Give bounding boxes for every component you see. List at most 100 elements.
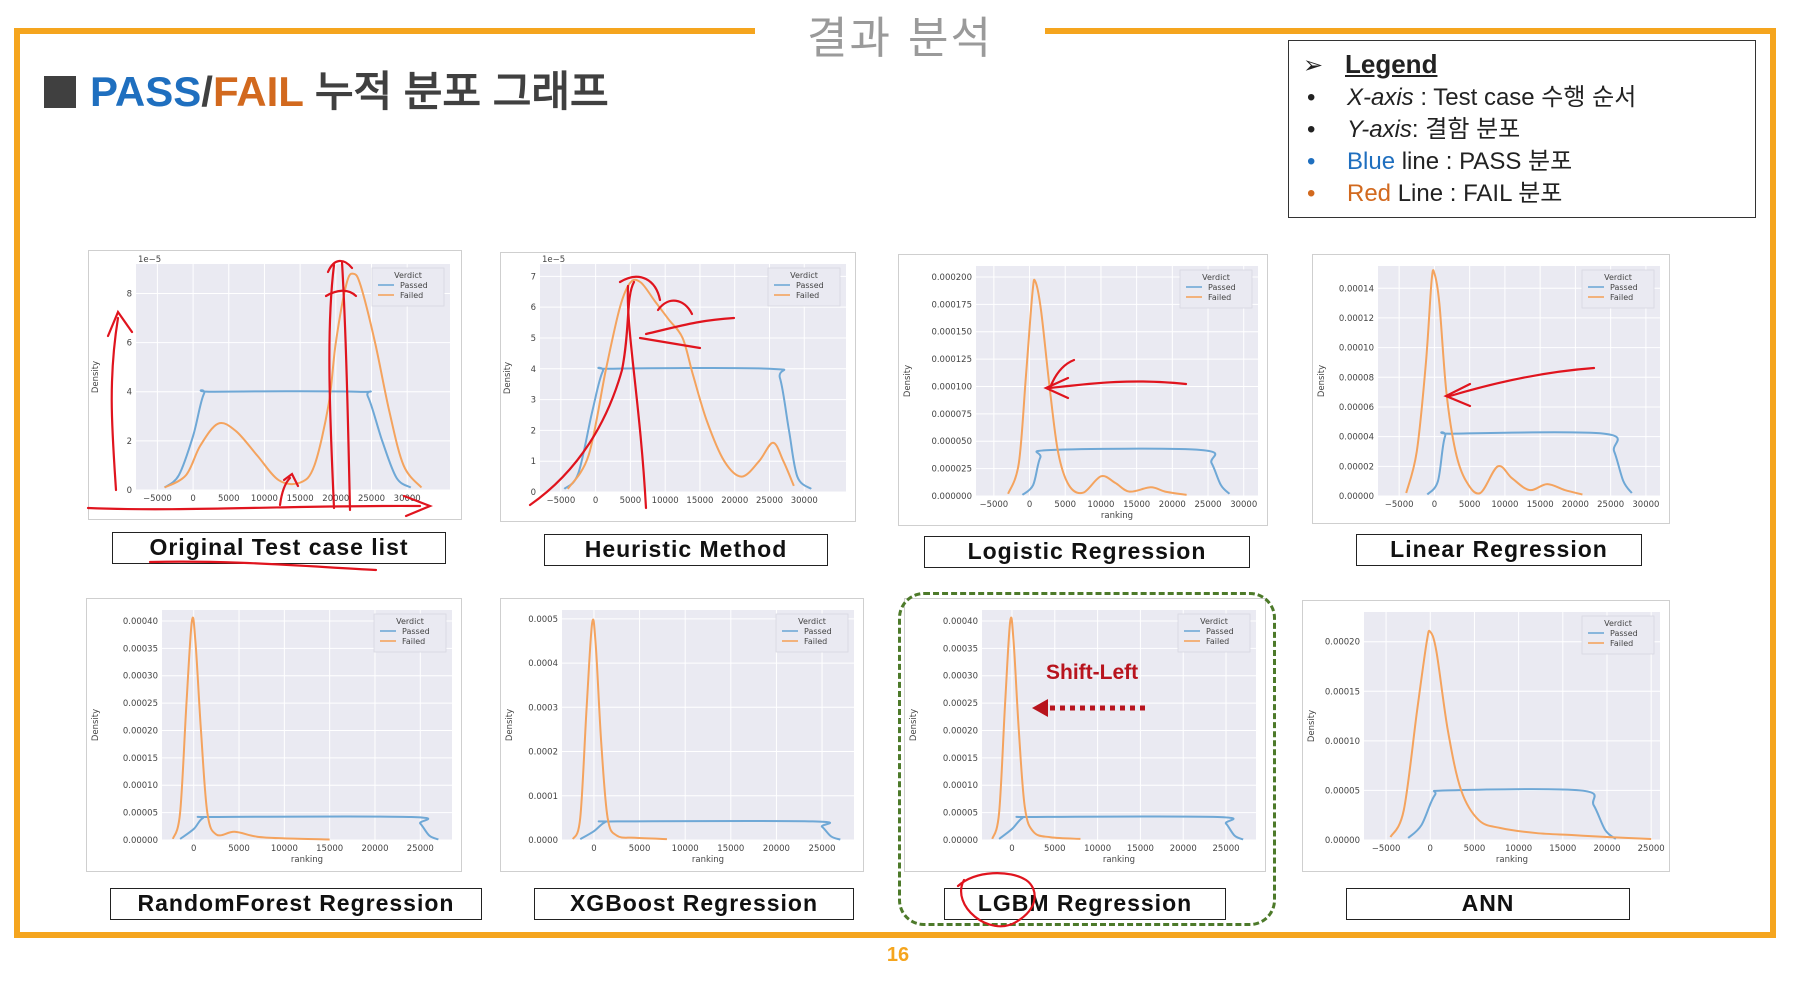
y-tick-label: 0.00020: [123, 726, 158, 736]
y-tick-label: 0.00025: [943, 699, 978, 709]
y-tick-label: 0.000175: [931, 300, 972, 310]
y-axis-label: Density: [909, 709, 919, 741]
x-tick-label: 0: [190, 494, 195, 504]
y-tick-label: 0.00025: [123, 699, 158, 709]
slide-title: 결과 분석: [807, 13, 993, 64]
series-failed-line: [1389, 629, 1652, 841]
y-tick-label: 0.00020: [943, 726, 978, 736]
x-tick-label: 25000: [1638, 844, 1665, 854]
y-tick-label: 0.00010: [1339, 344, 1374, 354]
legend-row-red-text: Line : FAIL 분포: [1391, 180, 1563, 207]
scale-label: 1e−5: [138, 255, 161, 265]
y-tick-label: 6: [531, 303, 536, 313]
x-tick-label: 5000: [620, 496, 642, 506]
chart-legend: [1179, 269, 1253, 309]
series-passed-line: [1426, 431, 1633, 496]
x-tick-label: 30000: [1632, 500, 1659, 510]
legend-row-y-text: : 결함 분포: [1411, 116, 1521, 143]
x-tick-label: 15000: [1127, 844, 1154, 854]
legend-row-red: • Red Line : FAIL 분포: [1307, 180, 1563, 207]
series-failed-line: [1007, 278, 1187, 496]
x-axis-label: ranking: [1101, 511, 1133, 521]
x-tick-label: 15000: [287, 494, 314, 504]
x-tick-label: 5000: [1044, 844, 1066, 854]
chart-legend: [371, 267, 445, 307]
y-tick-label: 0.00035: [123, 644, 158, 654]
x-tick-label: 0: [1428, 844, 1433, 854]
series-failed-line: [171, 616, 330, 841]
y-tick-label: 6: [127, 339, 132, 349]
y-axis-label: Density: [505, 709, 515, 741]
caption-3: Linear Regression: [1356, 534, 1642, 566]
chart-6: 0 5000 10000 15000 20000 25000 0.00000 0.00005 0…: [904, 598, 1266, 872]
y-tick-label: 0.00035: [943, 644, 978, 654]
chart-7: −5000 0 5000 10000 15000 20000 25000 0.00000 0.0…: [1302, 600, 1670, 872]
y-tick-label: 8: [127, 289, 132, 299]
y-tick-label: 0.00000: [1339, 492, 1374, 502]
y-axis-label: Density: [91, 709, 101, 741]
x-tick-label: 30000: [394, 494, 421, 504]
legend-entry: Passed: [1206, 627, 1234, 636]
legend-row-blue: • Blue line : PASS 분포: [1307, 148, 1573, 175]
legend-title: Verdict: [1200, 617, 1228, 626]
x-tick-label: 10000: [1084, 844, 1111, 854]
chart-4: 0 5000 10000 15000 20000 25000 0.00000 0.00005 0…: [86, 598, 462, 872]
legend-entry: Failed: [1610, 293, 1633, 302]
y-tick-label: 0.00000: [1325, 836, 1360, 846]
x-tick-label: 25000: [1195, 500, 1222, 510]
chart-legend: [1581, 269, 1655, 309]
x-tick-label: 15000: [316, 844, 343, 854]
x-tick-label: 0: [1009, 844, 1014, 854]
x-tick-label: 5000: [228, 844, 250, 854]
y-tick-label: 0.00014: [1339, 284, 1374, 294]
y-tick-label: 0.00012: [1339, 314, 1374, 324]
x-axis-label: ranking: [291, 855, 323, 865]
series-passed-line: [179, 815, 439, 841]
series-failed-line: [1405, 269, 1583, 496]
x-tick-label: 10000: [251, 494, 278, 504]
y-tick-label: 0: [531, 488, 536, 498]
x-tick-label: 15000: [717, 844, 744, 854]
chart-legend: [373, 613, 447, 653]
x-axis-label: ranking: [1496, 855, 1528, 865]
legend-row-red-prefix: Red: [1347, 180, 1392, 207]
legend-entry: Failed: [1206, 637, 1229, 646]
legend-entry: Passed: [1610, 283, 1638, 292]
y-tick-label: 0.0002: [528, 748, 558, 758]
chart-2: −5000 0 5000 10000 15000 20000 25000 30000 0.000…: [898, 254, 1268, 526]
x-tick-label: 5000: [1054, 500, 1076, 510]
y-tick-label: 0.00010: [123, 781, 158, 791]
y-axis-label: Density: [903, 365, 913, 397]
chart-3: −5000 0 5000 10000 15000 20000 25000 30000 0.000…: [1312, 254, 1670, 524]
y-tick-label: 0.00005: [943, 809, 978, 819]
x-tick-label: 15000: [1527, 500, 1554, 510]
y-tick-label: 0.00015: [123, 754, 158, 764]
x-tick-label: 20000: [1159, 500, 1186, 510]
scale-label: 1e−5: [542, 255, 565, 265]
y-tick-label: 0.00002: [1339, 462, 1374, 472]
x-tick-label: −5000: [143, 494, 172, 504]
x-tick-label: 5000: [629, 844, 651, 854]
x-tick-label: 20000: [1562, 500, 1589, 510]
legend-title: Legend: [1345, 49, 1438, 79]
x-tick-label: 0: [191, 844, 196, 854]
y-tick-label: 0.000075: [931, 410, 972, 420]
y-tick-label: 0.00000: [943, 836, 978, 846]
y-axis-label: Density: [91, 361, 101, 393]
y-tick-label: 0.00030: [943, 672, 978, 682]
y-axis-label: Density: [1307, 710, 1317, 742]
legend-entry: Passed: [400, 281, 428, 290]
chart-1: −5000 0 5000 10000 15000 20000 25000 30000 0 1 2 3 4…: [500, 252, 856, 522]
x-tick-label: −5000: [546, 496, 575, 506]
x-tick-label: 10000: [1087, 500, 1114, 510]
x-tick-label: 25000: [809, 844, 836, 854]
y-tick-label: 1: [531, 457, 536, 467]
legend-box: ➢ Legend • X-axis : Test case 수행 순서 • Y-ax…: [1288, 40, 1756, 218]
lgbm-highlight-box: [898, 592, 1276, 926]
x-tick-label: 15000: [1549, 844, 1576, 854]
y-tick-label: 0: [127, 486, 132, 496]
series-failed-line: [991, 616, 1081, 840]
x-tick-label: −5000: [1385, 500, 1414, 510]
x-tick-label: 30000: [1230, 500, 1257, 510]
x-tick-label: 20000: [1593, 844, 1620, 854]
